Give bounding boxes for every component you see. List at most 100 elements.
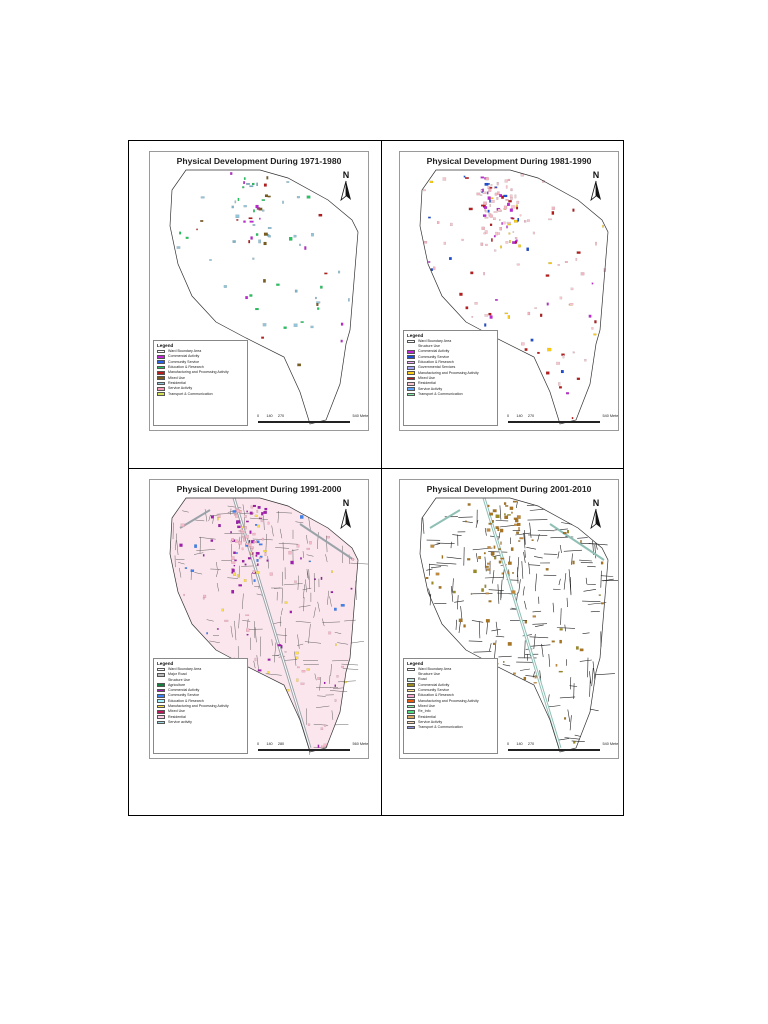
street [524,549,526,558]
street [242,620,251,622]
building-parcel [442,177,447,181]
building-parcel [196,228,198,231]
street [524,530,526,545]
street [350,562,368,565]
building-parcel [532,231,535,235]
street [295,521,304,524]
building-parcel [238,541,242,545]
building-parcel [429,180,434,183]
building-parcel [484,565,489,568]
building-parcel [494,186,498,188]
legend-item: Ward Boundary Area [157,667,244,672]
street [566,597,568,608]
building-parcel [580,540,582,543]
building-parcel [203,594,207,598]
building-parcel [326,535,330,539]
legend-item: Residential [407,381,494,386]
legend-item: Service Activity [407,386,494,391]
legend-title: Legend [157,661,174,666]
scale-tick-label: 540 Meters [352,414,369,418]
street [275,634,288,636]
street [273,642,277,663]
building-parcel [252,504,257,507]
street [322,618,325,627]
building-parcel [216,628,219,630]
building-parcel [517,522,521,527]
building-parcel [500,245,502,249]
building-parcel [559,628,563,631]
legend-swatch [157,683,165,688]
street [329,690,348,693]
building-parcel [218,523,221,528]
building-parcel [294,289,298,293]
building-parcel [323,743,328,747]
building-parcel [480,242,484,246]
street [246,618,249,629]
building-parcel [317,677,321,681]
street [559,696,576,699]
street [473,651,492,653]
building-parcel [493,211,498,213]
street [534,624,544,627]
building-parcel [340,339,343,343]
street [209,640,220,644]
building-parcel [518,540,521,542]
legend-item: Commercial Activity [407,349,494,354]
legend-title: Legend [407,333,424,338]
building-parcel [256,182,259,186]
north-label: N [592,498,600,508]
legend-item: Education & Research [157,365,244,370]
building-parcel [505,185,508,189]
legend-item: Ward Boundary Area [407,339,494,344]
street [577,537,588,539]
building-parcel [557,263,560,266]
street [528,562,531,575]
building-parcel [498,560,502,564]
legend-swatch [157,709,165,714]
building-parcel [249,185,254,188]
building-parcel [492,217,496,221]
building-parcel [488,188,492,192]
building-parcel [264,552,267,557]
building-parcel [471,316,474,318]
building-parcel [235,514,239,518]
street [281,588,283,604]
map-drawing [419,497,618,753]
street [277,510,279,523]
building-parcel [304,246,307,250]
street [541,644,551,646]
building-parcel [441,555,444,559]
scale-bar-line [258,749,350,751]
street [254,627,257,643]
building-parcel [231,571,233,574]
building-parcel [343,681,347,684]
street [547,694,550,702]
building-parcel [488,600,492,603]
building-parcel [507,571,509,575]
building-parcel [230,172,233,175]
street [344,619,356,622]
legend-swatch [157,715,165,719]
street [560,608,562,625]
legend-label: Education & Research [418,360,454,365]
legend-label: Ward Boundary Area [418,339,452,344]
street [523,532,526,549]
street [302,660,319,662]
building-parcel [545,274,550,277]
street [308,623,311,644]
building-parcel [569,303,574,306]
street [295,621,311,623]
building-parcel [485,592,489,595]
building-parcel [494,192,498,196]
legend-label: Residential [418,714,436,719]
street [579,559,592,562]
building-parcel [309,541,312,545]
building-parcel [531,539,534,541]
building-parcel [514,237,518,239]
building-parcel [243,205,247,208]
legend-label: Transport & Communication [418,725,463,730]
building-parcel [470,592,473,595]
legend-swatch [407,715,415,719]
building-parcel [594,320,597,324]
street [570,677,572,690]
